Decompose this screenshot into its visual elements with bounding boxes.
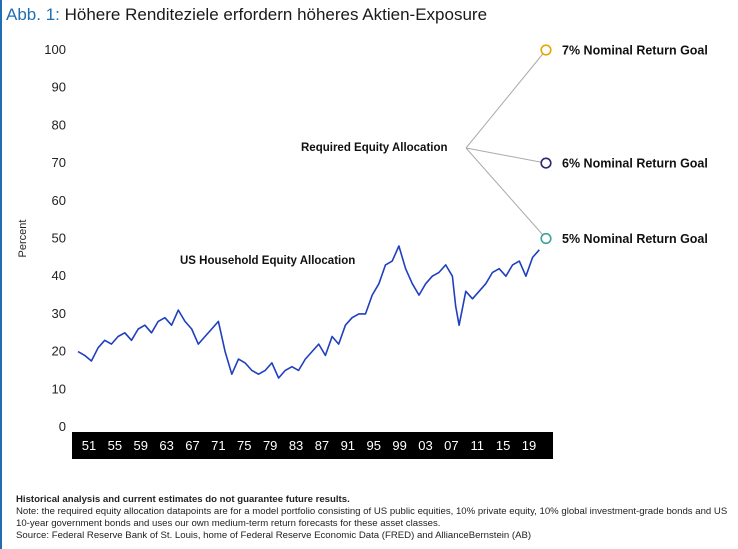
- frame-accent-bar: [0, 0, 2, 549]
- y-tick-label: 20: [52, 344, 66, 359]
- y-tick-label: 0: [59, 419, 66, 434]
- x-tick-label: 79: [263, 438, 277, 453]
- connector-line: [465, 147, 547, 164]
- goal-label: 5% Nominal Return Goal: [562, 232, 708, 246]
- y-tick-label: 80: [52, 117, 66, 132]
- y-tick-label: 60: [52, 193, 66, 208]
- y-tick-label: 50: [52, 231, 66, 246]
- y-axis-label: Percent: [17, 220, 29, 258]
- y-tick-label: 40: [52, 268, 66, 283]
- disclaimer-text: Historical analysis and current estimate…: [16, 494, 350, 505]
- goal-marker: [540, 232, 552, 245]
- figure-title-text: Höhere Renditeziele erfordern höheres Ak…: [64, 5, 488, 24]
- goal-layer: 7% Nominal Return Goal 6% Nominal Return …: [465, 44, 708, 246]
- x-tick-label: 95: [366, 438, 380, 453]
- footer: Historical analysis and current estimate…: [16, 494, 732, 542]
- series-line: [77, 245, 540, 379]
- x-tick-label: 71: [211, 438, 225, 453]
- note-text: Note: the required equity allocation dat…: [16, 506, 728, 529]
- source-text: Source: Federal Reserve Bank of St. Loui…: [16, 530, 532, 541]
- x-tick-label: 11: [470, 438, 484, 453]
- series-layer: [77, 245, 540, 379]
- x-tick-label: 51: [82, 438, 96, 453]
- goal-marker: [540, 157, 552, 169]
- x-tick-label: 15: [496, 438, 510, 453]
- required-allocation-annotation: Required Equity Allocation: [301, 142, 448, 154]
- x-tick-label: 63: [159, 438, 173, 453]
- x-tick-label: 67: [185, 438, 199, 453]
- x-tick-label: 87: [315, 438, 329, 453]
- y-tick-label: 100: [44, 42, 66, 57]
- figure-label: Abb. 1:: [6, 5, 60, 24]
- x-axis: 51 55 59 63 67 71 75 79 83 87 91 95 99 03 07 11 15 19: [82, 438, 536, 453]
- y-tick-label: 30: [52, 306, 66, 321]
- x-tick-label: 99: [392, 438, 406, 453]
- x-tick-label: 07: [444, 438, 458, 453]
- goal-label: 6% Nominal Return Goal: [562, 157, 708, 171]
- series-annotation: US Household Equity Allocation: [180, 255, 355, 267]
- connector-line: [465, 49, 547, 149]
- y-tick-label: 90: [52, 80, 66, 95]
- x-tick-label: 03: [418, 438, 432, 453]
- x-tick-label: 19: [522, 438, 536, 453]
- y-axis: 0 10 20 30 40 50 60 70 80 90 100: [44, 42, 66, 434]
- y-tick-label: 10: [52, 381, 66, 396]
- x-tick-label: 91: [341, 438, 355, 453]
- connector-line: [465, 147, 547, 239]
- x-tick-label: 55: [108, 438, 122, 453]
- y-tick-label: 70: [52, 155, 66, 170]
- goal-label: 7% Nominal Return Goal: [562, 44, 708, 58]
- x-axis-band: [72, 432, 553, 459]
- goal-marker: [540, 44, 552, 56]
- x-tick-label: 83: [289, 438, 303, 453]
- line-chart: 0 10 20 30 40 50 60 70 80 90 100 Percent 51 55 59 63 6…: [17, 42, 708, 459]
- x-tick-label: 59: [134, 438, 148, 453]
- figure-title: Abb. 1: Höhere Renditeziele erfordern hö…: [6, 4, 487, 26]
- x-tick-label: 75: [237, 438, 251, 453]
